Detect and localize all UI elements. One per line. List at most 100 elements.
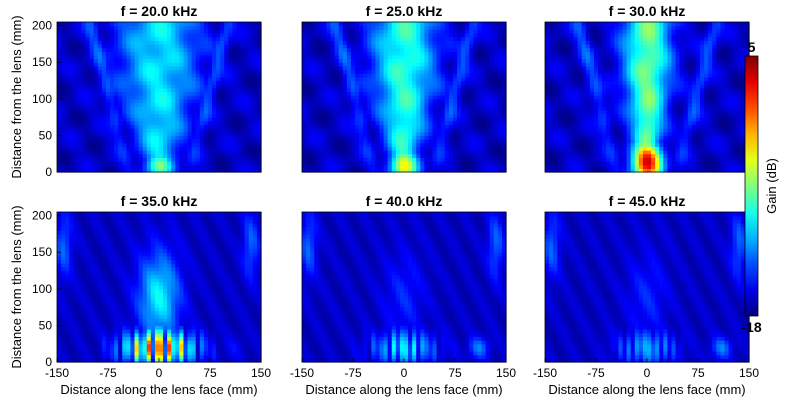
heatmap-cell	[396, 51, 401, 55]
heatmap-cell	[614, 77, 619, 81]
heatmap-cell	[465, 139, 470, 143]
heatmap-cell	[65, 113, 70, 117]
heatmap-cell	[473, 37, 478, 41]
heatmap-cell	[249, 51, 254, 55]
heatmap-cell	[545, 84, 550, 88]
heatmap-cell	[457, 161, 462, 165]
heatmap-cell	[371, 150, 376, 154]
heatmap-cell	[175, 92, 180, 96]
heatmap-cell	[347, 124, 352, 128]
heatmap-cell	[347, 143, 352, 147]
heatmap-cell	[126, 143, 131, 147]
heatmap-cell	[490, 124, 495, 128]
heatmap-cell	[192, 132, 197, 136]
heatmap-cell	[220, 143, 225, 147]
heatmap-cell	[224, 110, 229, 114]
heatmap-cell	[163, 143, 168, 147]
heatmap-cell	[130, 22, 135, 26]
heatmap-cell	[549, 51, 554, 55]
heatmap-cell	[416, 44, 421, 48]
heatmap-cell	[245, 146, 250, 150]
heatmap-cell	[237, 92, 242, 96]
heatmap-cell	[412, 102, 417, 106]
heatmap-cell	[359, 135, 364, 139]
heatmap-cell	[77, 37, 82, 41]
heatmap-cell	[155, 102, 160, 106]
heatmap-cell	[400, 48, 405, 52]
heatmap-cell	[433, 77, 438, 81]
heatmap-cell	[318, 161, 323, 165]
heatmap-cell	[249, 124, 254, 128]
heatmap-cell	[594, 77, 599, 81]
heatmap-cell	[445, 165, 450, 169]
heatmap-cell	[392, 113, 397, 117]
heatmap-cell	[465, 143, 470, 147]
heatmap-cell	[179, 99, 184, 103]
heatmap-cell	[253, 26, 258, 30]
heatmap-cell	[179, 84, 184, 88]
heatmap-cell	[228, 146, 233, 150]
heatmap-cell	[347, 70, 352, 74]
heatmap-cell	[598, 106, 603, 110]
heatmap-cell	[380, 139, 385, 143]
heatmap-cell	[151, 73, 156, 77]
heatmap-cell	[167, 95, 172, 99]
heatmap-cell	[175, 124, 180, 128]
heatmap-cell	[232, 154, 237, 158]
heatmap-cell	[331, 110, 336, 114]
heatmap-cell	[208, 135, 213, 139]
heatmap-cell	[416, 132, 421, 136]
heatmap-cell	[610, 121, 615, 125]
heatmap-cell	[241, 77, 246, 81]
heatmap-cell	[482, 139, 487, 143]
heatmap-cell	[188, 73, 193, 77]
heatmap-cell	[494, 73, 499, 77]
heatmap-cell	[143, 161, 148, 165]
heatmap-cell	[561, 77, 566, 81]
heatmap-cell	[77, 128, 82, 132]
heatmap-cell	[86, 29, 91, 33]
heatmap-cell	[183, 117, 188, 121]
heatmap-cell	[594, 84, 599, 88]
heatmap-cell	[482, 121, 487, 125]
heatmap-cell	[445, 26, 450, 30]
heatmap-cell	[224, 26, 229, 30]
heatmap-cell	[306, 165, 311, 169]
heatmap-cell	[310, 84, 315, 88]
heatmap-cell	[306, 81, 311, 85]
heatmap-cell	[122, 77, 127, 81]
heatmap-cell	[400, 139, 405, 143]
heatmap-cell	[139, 150, 144, 154]
heatmap-cell	[347, 161, 352, 165]
heatmap-cell	[106, 40, 111, 44]
heatmap-cell	[114, 44, 119, 48]
heatmap-cell	[77, 124, 82, 128]
heatmap-cell	[118, 26, 123, 30]
heatmap-cell	[224, 113, 229, 117]
heatmap-cell	[473, 77, 478, 81]
heatmap-cell	[469, 55, 474, 59]
heatmap-cell	[302, 146, 307, 150]
heatmap-cell	[335, 124, 340, 128]
heatmap-cell	[306, 66, 311, 70]
heatmap-cell	[163, 139, 168, 143]
heatmap-cell	[428, 154, 433, 158]
heatmap-cell	[351, 165, 356, 169]
heatmap-cell	[469, 77, 474, 81]
heatmap-cell	[618, 102, 623, 106]
heatmap-cell	[433, 157, 438, 161]
heatmap-cell	[126, 135, 131, 139]
heatmap-cell	[375, 51, 380, 55]
heatmap-cell	[375, 92, 380, 96]
heatmap-cell	[159, 95, 164, 99]
heatmap-cell	[498, 161, 503, 165]
heatmap-cell	[441, 48, 446, 52]
heatmap-cell	[318, 124, 323, 128]
heatmap-cell	[220, 40, 225, 44]
heatmap-cell	[90, 29, 95, 33]
heatmap-cell	[494, 113, 499, 117]
heatmap-cell	[412, 48, 417, 52]
heatmap-cell	[94, 95, 99, 99]
heatmap-cell	[618, 88, 623, 92]
heatmap-cell	[565, 70, 570, 74]
